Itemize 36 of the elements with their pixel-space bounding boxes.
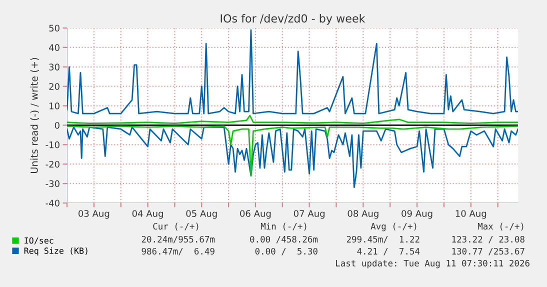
text: 4.21 / 7.54 xyxy=(357,248,420,256)
x-tick-label: 05 Aug xyxy=(186,210,217,219)
x-tick-label: 03 Aug xyxy=(78,210,110,219)
y-tick-label: 50 xyxy=(49,24,60,32)
y-tick-label: 40 xyxy=(49,44,60,52)
text: 123.22 / 23.08 xyxy=(452,236,524,244)
y-tick-label: 10 xyxy=(50,102,60,110)
y-tick-label: -10 xyxy=(46,141,60,148)
x-tick-label: 09 Aug xyxy=(402,210,432,219)
text: Min (-/+) xyxy=(260,222,306,231)
y-tick-label: 30 xyxy=(49,64,60,70)
y-tick-label: 20 xyxy=(49,83,60,90)
y-axis-title: Units read (-) / write (+) xyxy=(30,58,40,174)
legend-label: Req Size (KB) xyxy=(24,247,88,256)
x-tick-label: 10 Aug xyxy=(456,210,486,219)
x-tick-label: 06 Aug xyxy=(240,210,271,219)
text: Last update: Tue Aug 11 07:30:11 2026 xyxy=(336,260,530,268)
y-tick-label: -40 xyxy=(46,200,60,207)
x-tick-label: 08 Aug xyxy=(348,210,378,219)
x-tick-label: 07 Aug xyxy=(294,210,324,219)
text: 130.77 /253.67 xyxy=(452,248,524,256)
text: Avg (-/+) xyxy=(370,222,416,232)
legend-label: IO/sec xyxy=(24,237,54,244)
text: 299.45m/ 1.22 xyxy=(346,236,420,244)
chart-title: IOs for /dev/zd0 - by week xyxy=(220,14,366,25)
text: 986.47m/ 6.49 xyxy=(142,248,214,256)
line-series xyxy=(67,126,518,188)
text: Cur (-/+) xyxy=(153,222,198,231)
text: 0.00 /458.26m xyxy=(250,236,318,244)
y-tick-label: -30 xyxy=(46,180,60,188)
text: Max (-/+) xyxy=(478,222,524,231)
y-tick-label: 0 xyxy=(54,122,60,129)
text: 20.24m/955.67m xyxy=(142,236,215,244)
x-tick-label: 04 Aug xyxy=(132,210,163,219)
text: 0.00 / 5.30 xyxy=(255,248,318,256)
y-tick-label: -20 xyxy=(46,160,60,168)
